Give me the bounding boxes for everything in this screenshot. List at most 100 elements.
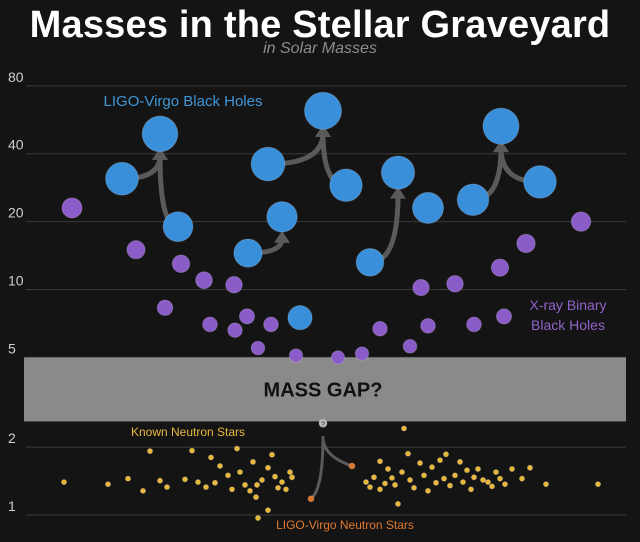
ligo-bh-point [303, 91, 343, 130]
neutron-star-point [271, 473, 279, 480]
neutron-star-point [384, 465, 392, 473]
xray-bh-point [372, 320, 388, 337]
neutron-star-point [420, 472, 428, 479]
neutron-star-point [463, 467, 471, 474]
xray-bh-point [156, 299, 174, 317]
neutron-star-point [278, 478, 286, 486]
ns-merger-arrow [309, 435, 325, 501]
neutron-star-point [432, 479, 440, 486]
neutron-star-point [518, 475, 526, 482]
xray-bh-point [570, 211, 592, 232]
ligo-bh-point [355, 247, 385, 277]
neutron-star-point [202, 483, 210, 491]
neutron-star-point [188, 447, 196, 454]
xray-bh-point [495, 308, 513, 325]
xray-bh-point [330, 350, 346, 365]
neutron-star-point [492, 468, 500, 476]
xray-bh-point [195, 271, 213, 290]
y-axis-ticks: 1 2 5 10 20 40 80 [8, 69, 24, 514]
neutron-star-point [60, 478, 68, 486]
chart-title: Masses in the Stellar Graveyard [29, 4, 611, 46]
xray-bh-point [250, 340, 266, 356]
xray-bh-point [516, 233, 536, 254]
neutron-star-point [124, 475, 132, 482]
neutron-star-point [254, 514, 262, 522]
neutron-star-point [381, 480, 389, 487]
y-tick-label: 5 [8, 340, 16, 356]
xray-bh-point [126, 240, 146, 260]
neutron-star-point [446, 482, 454, 489]
neutron-star-point [440, 475, 448, 482]
neutron-star-point [479, 476, 487, 484]
neutron-star-point [416, 459, 424, 467]
y-tick-label: 10 [8, 273, 24, 289]
ligo-ns-point [348, 462, 356, 470]
neutron-star-point [211, 479, 219, 486]
merger-arrow-head [493, 140, 509, 153]
mass-gap-region: MASS GAP? [24, 357, 626, 422]
ligo-bh-point [523, 165, 557, 199]
known-ns-label: Known Neutron Stars [131, 425, 245, 439]
neutron-star-point [456, 458, 464, 465]
neutron-star-point [268, 451, 276, 458]
merger-arrow-head [152, 147, 168, 160]
xray-bh-point [263, 316, 279, 333]
neutron-star-point [376, 486, 384, 493]
ligo-bh-point [456, 183, 490, 217]
xray-bh-label-line2: Black Holes [531, 317, 605, 333]
neutron-star-point [104, 481, 112, 488]
y-tick-label: 40 [8, 137, 24, 153]
neutron-star-point [370, 474, 378, 481]
xray-bh-point [61, 197, 83, 219]
neutron-star-point [496, 475, 504, 482]
xray-bh-point [402, 338, 418, 354]
merger-arrow-head [315, 124, 331, 137]
neutron-star-point [224, 472, 232, 479]
neutron-star-point [194, 478, 202, 486]
xray-bh-point [225, 275, 243, 294]
neutron-star-point [252, 494, 260, 501]
neutron-star-point [470, 474, 478, 481]
neutron-star-point [264, 507, 272, 514]
ligo-bh-point [141, 115, 179, 153]
ligo-bh-point [482, 107, 520, 145]
neutron-star-point [264, 464, 272, 471]
neutron-star-point [139, 487, 147, 494]
neutron-star-point [216, 462, 224, 470]
ligo-ns-point [307, 495, 315, 503]
xray-bh-point [288, 348, 304, 363]
neutron-star-point [246, 487, 254, 494]
ligo-bh-point [162, 211, 194, 243]
neutron-star-point [274, 484, 282, 491]
ligo-bh-point [250, 146, 286, 182]
y-tick-label: 2 [8, 430, 16, 446]
neutron-star-point [181, 476, 189, 483]
xray-bh-point [202, 316, 218, 333]
ligo-bh-point [411, 191, 445, 224]
neutron-star-point [451, 472, 459, 479]
neutron-star-point [467, 486, 475, 493]
neutron-star-point [288, 474, 296, 481]
unknown-remnant-label: ? [321, 421, 325, 428]
neutron-star-point [526, 464, 534, 471]
neutron-star-point [400, 425, 408, 432]
ns-merger-arrow [321, 435, 354, 468]
neutron-star-point [542, 481, 550, 488]
neutron-star-point [406, 476, 414, 484]
neutron-star-point [146, 448, 154, 455]
neutron-star-point [424, 487, 432, 494]
y-tick-label: 1 [8, 498, 16, 514]
neutron-star-point [594, 481, 602, 488]
y-tick-label: 80 [8, 69, 24, 85]
xray-bh-point [446, 274, 464, 293]
mass-gap-label: MASS GAP? [264, 379, 383, 401]
neutron-star-point [258, 476, 266, 484]
neutron-star-point [488, 483, 496, 490]
neutron-star-point [163, 483, 171, 491]
neutron-star-point [428, 464, 436, 471]
xray-bh-point [171, 254, 191, 274]
neutron-star-point [241, 481, 249, 488]
neutron-star-point [394, 500, 402, 508]
ligo-bh-point [287, 305, 313, 331]
